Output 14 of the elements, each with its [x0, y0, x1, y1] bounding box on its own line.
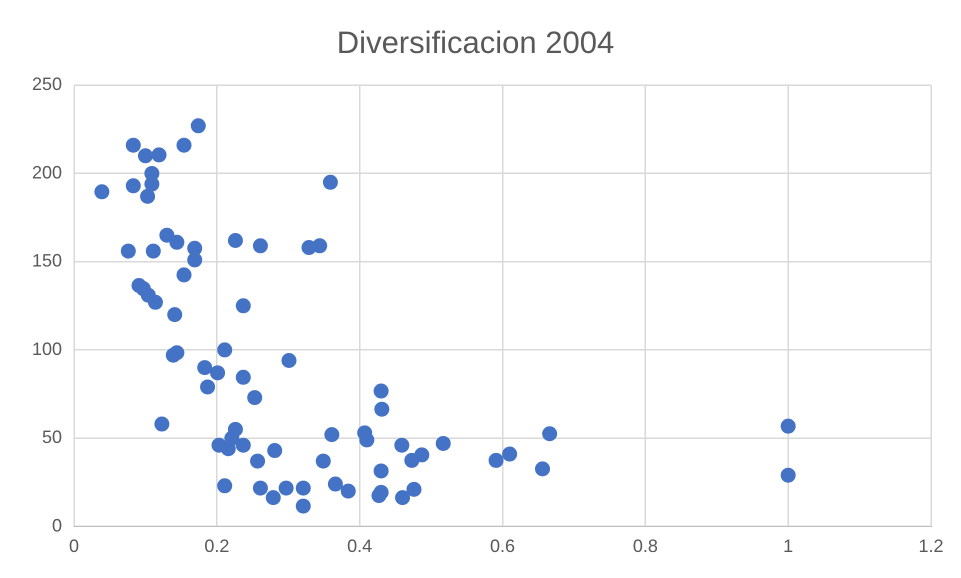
- y-tick-label: 150: [32, 250, 62, 271]
- x-tick-label: 0.4: [347, 536, 372, 556]
- y-tick-label: 100: [32, 338, 62, 359]
- x-tick-label: 0.2: [204, 536, 230, 556]
- x-tick-label: 1.2: [918, 536, 944, 556]
- x-tick-label: 0.8: [632, 536, 658, 556]
- y-tick-label: 250: [32, 74, 62, 94]
- x-tick-label: 0.6: [490, 536, 516, 556]
- x-tick-label: 0: [69, 536, 80, 556]
- x-tick-label: 1: [783, 536, 794, 556]
- y-tick-label: 0: [52, 515, 62, 536]
- y-tick-label: 200: [32, 162, 62, 182]
- y-tick-label: 50: [42, 427, 62, 448]
- chart-title: Diversificacion 2004: [336, 25, 614, 60]
